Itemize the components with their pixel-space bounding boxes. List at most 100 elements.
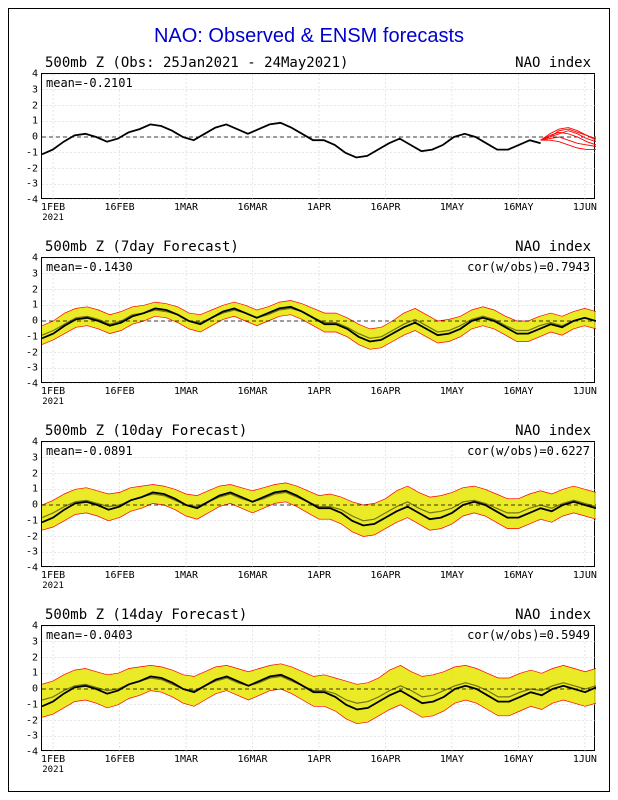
y-tick-label: -2 bbox=[26, 347, 38, 358]
panel-right-label: NAO index bbox=[515, 55, 591, 71]
panel-right-label: NAO index bbox=[515, 423, 591, 439]
main-title: NAO: Observed & ENSM forecasts bbox=[9, 25, 609, 48]
x-tick-label: 1MAY bbox=[440, 386, 464, 397]
obs-line bbox=[42, 123, 541, 158]
x-tick-label: 1MAR bbox=[174, 570, 198, 581]
plot-area: mean=-0.2101-4-3-2-1012341FEB202116FEB1M… bbox=[41, 73, 595, 199]
panel-title: 500mb Z (Obs: 25Jan2021 - 24May2021) bbox=[45, 55, 348, 71]
cor-label: cor(w/obs)=0.7943 bbox=[467, 260, 590, 274]
y-tick-label: 1 bbox=[32, 116, 38, 127]
x-tick-label: 1JUN bbox=[573, 570, 597, 581]
panel-right-label: NAO index bbox=[515, 607, 591, 623]
x-tick-label: 16FEB bbox=[104, 754, 134, 765]
chart-svg bbox=[42, 258, 596, 384]
x-tick-label: 16FEB bbox=[104, 570, 134, 581]
y-tick-label: -1 bbox=[26, 331, 38, 342]
panel-right-label: NAO index bbox=[515, 239, 591, 255]
plot-area: mean=-0.0891cor(w/obs)=0.6227-4-3-2-1012… bbox=[41, 441, 595, 567]
y-tick-label: -2 bbox=[26, 715, 38, 726]
x-tick-label: 16MAY bbox=[503, 386, 533, 397]
panel-0: 500mb Z (Obs: 25Jan2021 - 24May2021)NAO … bbox=[41, 73, 595, 199]
y-tick-label: 2 bbox=[32, 652, 38, 663]
panel-3: 500mb Z (14day Forecast)NAO indexmean=-0… bbox=[41, 625, 595, 751]
x-tick-label: 1FEB2021 bbox=[41, 202, 65, 223]
y-tick-label: 1 bbox=[32, 668, 38, 679]
x-tick-label: 1FEB2021 bbox=[41, 570, 65, 591]
x-tick-label: 1JUN bbox=[573, 386, 597, 397]
y-tick-label: -3 bbox=[26, 179, 38, 190]
x-tick-label: 1MAY bbox=[440, 570, 464, 581]
y-tick-label: -1 bbox=[26, 515, 38, 526]
x-tick-year: 2021 bbox=[41, 397, 65, 407]
x-tick-label: 1JUN bbox=[573, 202, 597, 213]
x-tick-label: 1MAR bbox=[174, 754, 198, 765]
x-tick-label: 16APR bbox=[370, 386, 400, 397]
y-tick-label: -4 bbox=[26, 747, 38, 758]
chart-svg bbox=[42, 626, 596, 752]
y-tick-label: 2 bbox=[32, 100, 38, 111]
x-tick-label: 1APR bbox=[307, 386, 331, 397]
y-tick-label: 3 bbox=[32, 84, 38, 95]
plot-area: mean=-0.1430cor(w/obs)=0.7943-4-3-2-1012… bbox=[41, 257, 595, 383]
y-tick-label: -1 bbox=[26, 147, 38, 158]
y-tick-label: -3 bbox=[26, 547, 38, 558]
y-tick-label: 3 bbox=[32, 636, 38, 647]
x-tick-label: 16MAR bbox=[237, 570, 267, 581]
y-tick-label: -1 bbox=[26, 699, 38, 710]
outer-frame: NAO: Observed & ENSM forecasts 500mb Z (… bbox=[8, 8, 610, 792]
mean-label: mean=-0.2101 bbox=[46, 76, 133, 90]
x-tick-label: 16MAR bbox=[237, 386, 267, 397]
y-tick-label: 4 bbox=[32, 253, 38, 264]
y-tick-label: 0 bbox=[32, 132, 38, 143]
y-tick-label: -3 bbox=[26, 731, 38, 742]
y-tick-label: -4 bbox=[26, 195, 38, 206]
x-tick-label: 16MAY bbox=[503, 754, 533, 765]
x-tick-year: 2021 bbox=[41, 581, 65, 591]
y-tick-label: 0 bbox=[32, 500, 38, 511]
x-tick-year: 2021 bbox=[41, 213, 65, 223]
panel-title: 500mb Z (14day Forecast) bbox=[45, 607, 247, 623]
panel-title: 500mb Z (10day Forecast) bbox=[45, 423, 247, 439]
x-tick-label: 16MAY bbox=[503, 570, 533, 581]
x-tick-label: 16MAR bbox=[237, 754, 267, 765]
x-tick-label: 1JUN bbox=[573, 754, 597, 765]
x-tick-label: 16FEB bbox=[104, 202, 134, 213]
y-tick-label: 1 bbox=[32, 300, 38, 311]
y-tick-label: -2 bbox=[26, 163, 38, 174]
y-tick-label: 1 bbox=[32, 484, 38, 495]
mean-label: mean=-0.0403 bbox=[46, 628, 133, 642]
x-tick-year: 2021 bbox=[41, 765, 65, 775]
panel-2: 500mb Z (10day Forecast)NAO indexmean=-0… bbox=[41, 441, 595, 567]
y-tick-label: 2 bbox=[32, 284, 38, 295]
y-tick-label: 0 bbox=[32, 316, 38, 327]
x-tick-label: 16APR bbox=[370, 754, 400, 765]
x-tick-label: 16MAY bbox=[503, 202, 533, 213]
y-tick-label: 3 bbox=[32, 268, 38, 279]
y-tick-label: 4 bbox=[32, 69, 38, 80]
x-tick-label: 16APR bbox=[370, 570, 400, 581]
cor-label: cor(w/obs)=0.5949 bbox=[467, 628, 590, 642]
y-tick-label: -3 bbox=[26, 363, 38, 374]
panel-1: 500mb Z (7day Forecast)NAO indexmean=-0.… bbox=[41, 257, 595, 383]
x-tick-label: 1MAY bbox=[440, 202, 464, 213]
panel-title: 500mb Z (7day Forecast) bbox=[45, 239, 239, 255]
plot-area: mean=-0.0403cor(w/obs)=0.5949-4-3-2-1012… bbox=[41, 625, 595, 751]
x-tick-label: 1MAR bbox=[174, 202, 198, 213]
y-tick-label: 4 bbox=[32, 621, 38, 632]
cor-label: cor(w/obs)=0.6227 bbox=[467, 444, 590, 458]
x-tick-label: 1MAR bbox=[174, 386, 198, 397]
y-tick-label: 3 bbox=[32, 452, 38, 463]
y-tick-label: -2 bbox=[26, 531, 38, 542]
y-tick-label: 2 bbox=[32, 468, 38, 479]
y-tick-label: -4 bbox=[26, 379, 38, 390]
x-tick-label: 16APR bbox=[370, 202, 400, 213]
x-tick-label: 1FEB2021 bbox=[41, 386, 65, 407]
x-tick-label: 1FEB2021 bbox=[41, 754, 65, 775]
chart-svg bbox=[42, 442, 596, 568]
y-tick-label: 4 bbox=[32, 437, 38, 448]
mean-label: mean=-0.1430 bbox=[46, 260, 133, 274]
y-tick-label: 0 bbox=[32, 684, 38, 695]
chart-svg bbox=[42, 74, 596, 200]
x-tick-label: 1MAY bbox=[440, 754, 464, 765]
x-tick-label: 16MAR bbox=[237, 202, 267, 213]
